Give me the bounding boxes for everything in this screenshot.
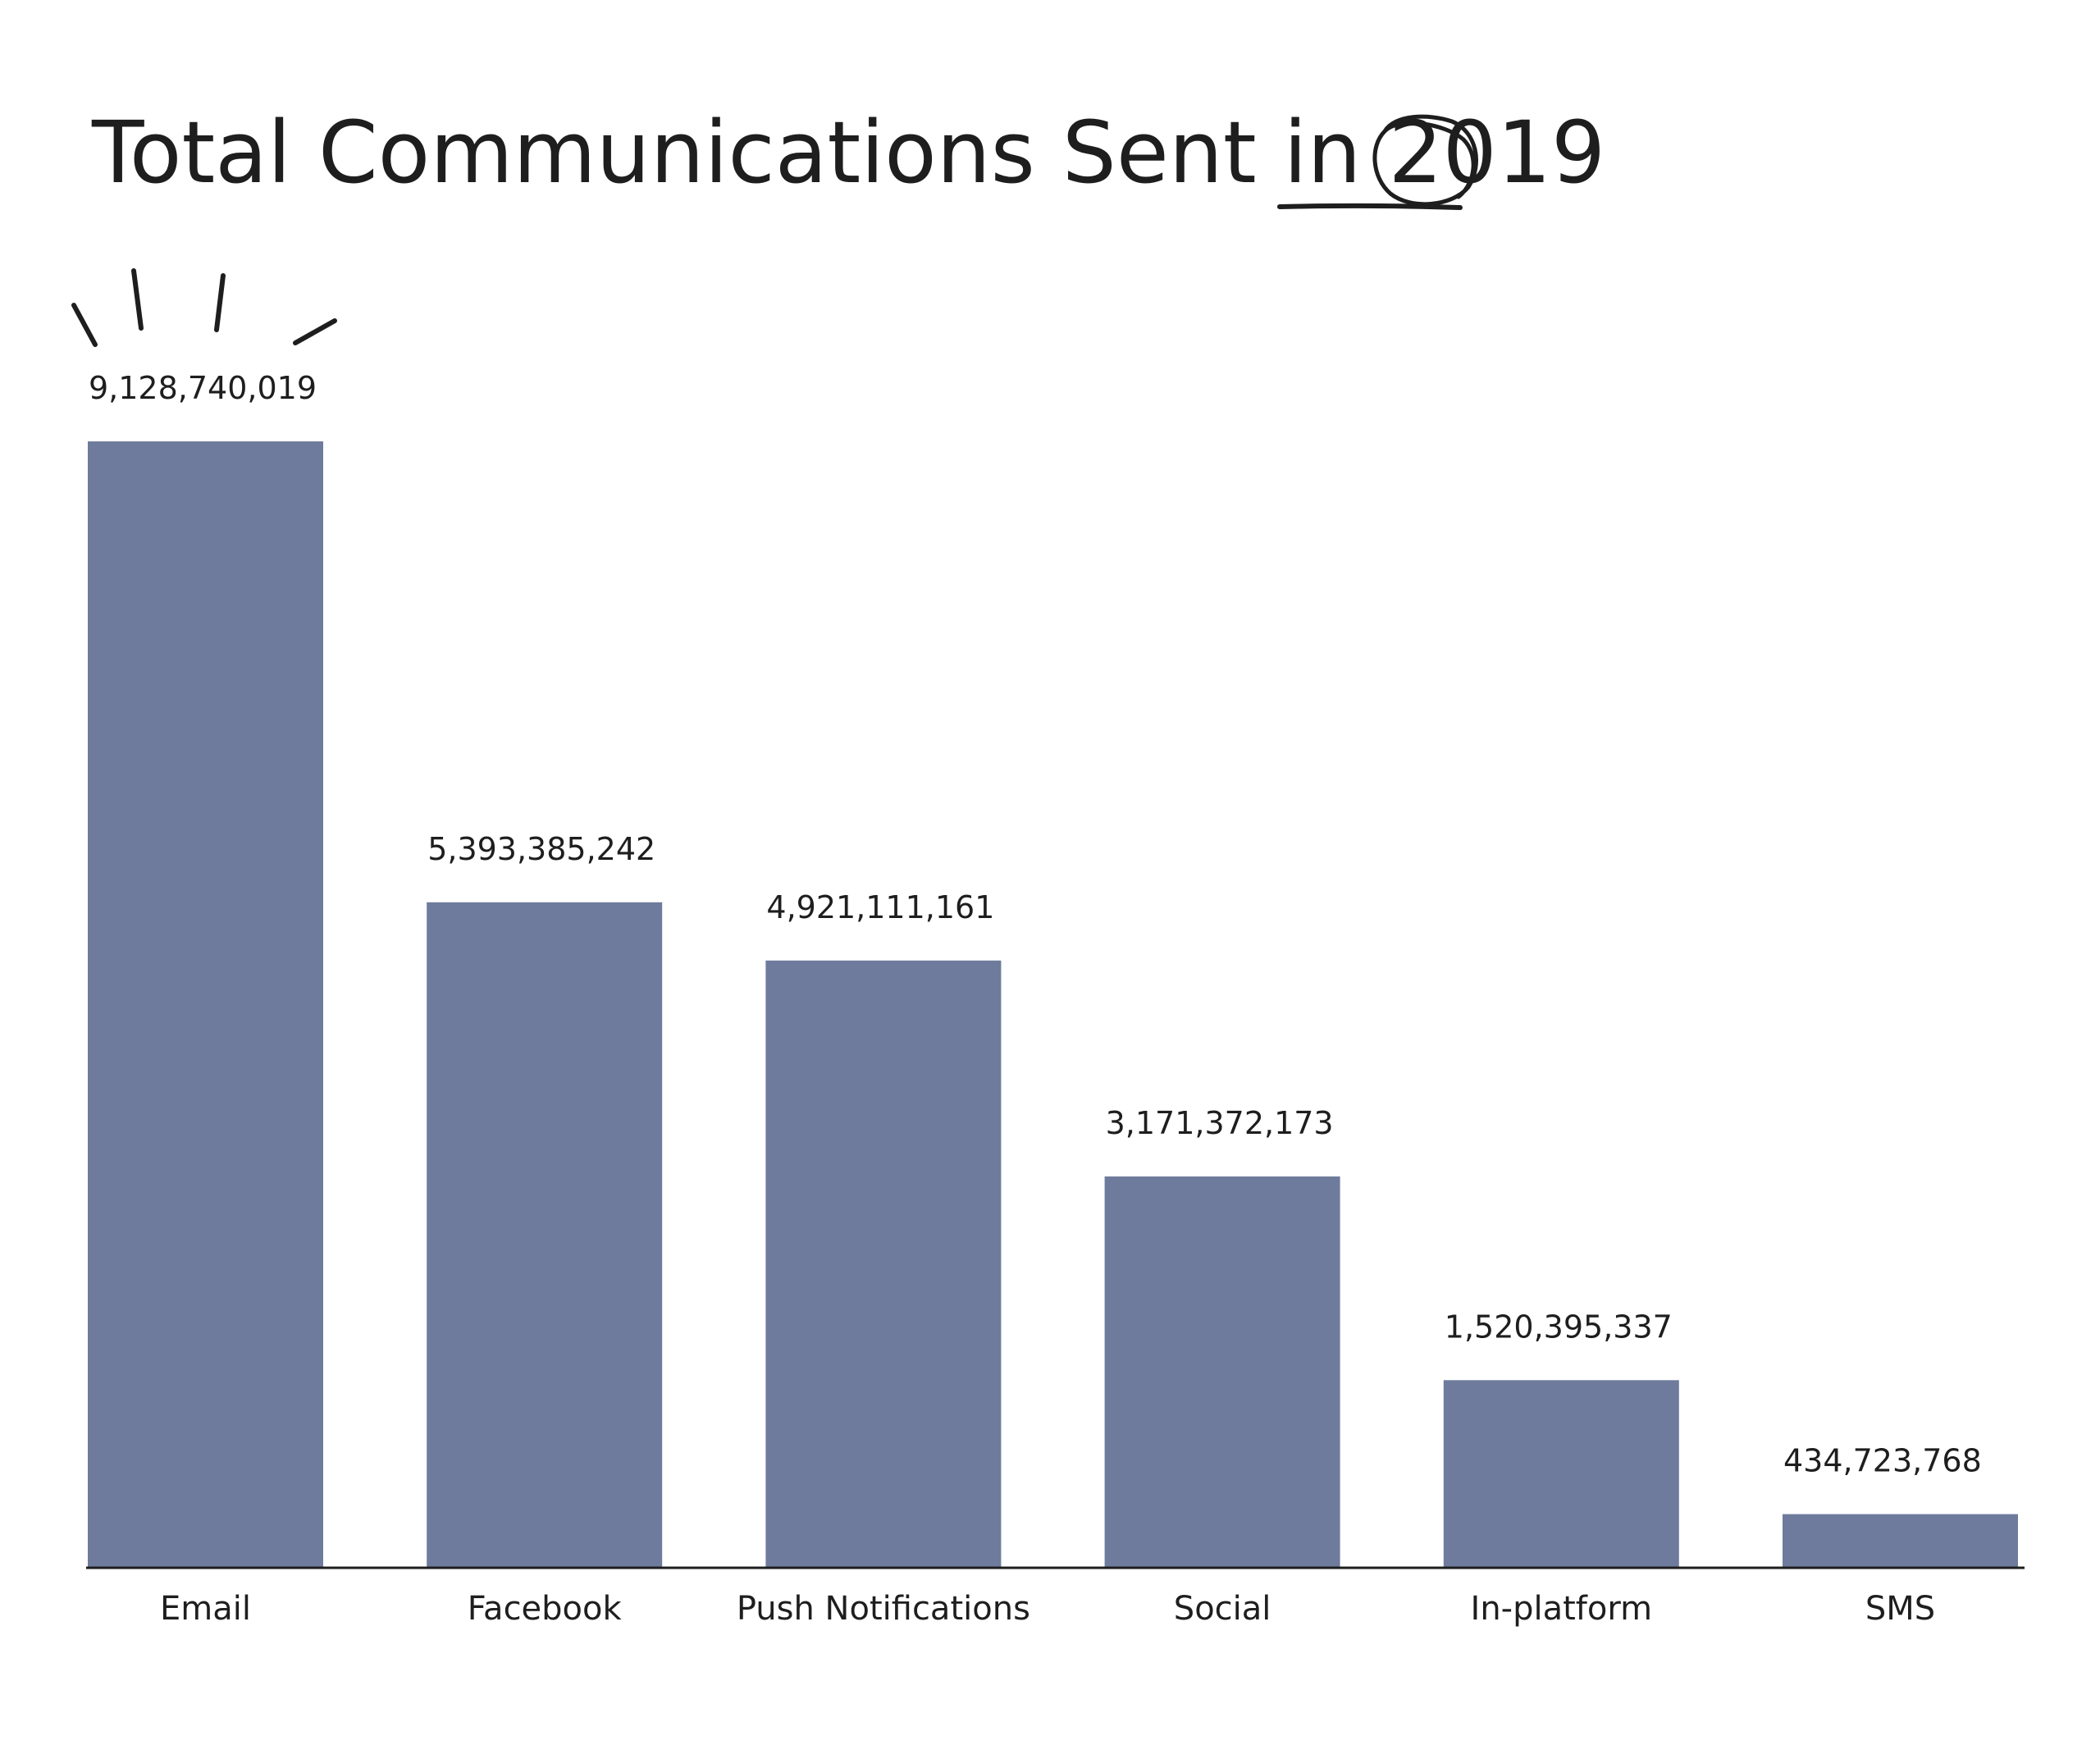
data-label: 4,921,111,161 <box>766 889 994 925</box>
sparkle-stroke <box>293 318 337 345</box>
year-circle-doodle <box>1372 114 1479 207</box>
sparkle-stroke <box>71 303 98 347</box>
data-label: 5,393,385,242 <box>427 831 655 867</box>
data-label: 434,723,768 <box>1783 1443 1982 1479</box>
bar-email <box>88 441 323 1568</box>
bar-social <box>1104 1176 1340 1568</box>
bar-sms <box>1783 1514 2018 1568</box>
sparkle-stroke <box>131 268 144 331</box>
chart-title-year: 2019 <box>1389 103 1606 203</box>
data-label: 3,171,372,173 <box>1106 1105 1334 1141</box>
year-underline-doodle <box>1277 203 1463 210</box>
bar-push-notifications <box>765 960 1002 1568</box>
category-label: SMS <box>1865 1590 1935 1628</box>
chart-title: Total Communications Sent in 2019 <box>91 103 1605 203</box>
sparkle-doodle <box>71 268 337 347</box>
category-label: In-platform <box>1471 1590 1653 1628</box>
bar-in-platform <box>1443 1380 1679 1568</box>
bars-group <box>88 441 2018 1568</box>
data-label: 1,520,395,337 <box>1445 1309 1673 1345</box>
sparkle-stroke <box>214 273 226 332</box>
category-label: Social <box>1174 1590 1271 1628</box>
category-label: Push Notifications <box>737 1590 1030 1628</box>
data-label: 9,128,740,019 <box>89 370 317 406</box>
category-labels-group: Email Facebook Push Notifications Social In-… <box>160 1590 1935 1628</box>
bar-facebook <box>427 902 663 1568</box>
category-label: Facebook <box>468 1590 623 1628</box>
category-label: Email <box>160 1590 251 1628</box>
chart-title-prefix: Total Communications Sent in <box>91 103 1389 203</box>
value-labels-group: 9,128,740,019 5,393,385,242 4,921,111,161 3… <box>89 370 1982 1479</box>
